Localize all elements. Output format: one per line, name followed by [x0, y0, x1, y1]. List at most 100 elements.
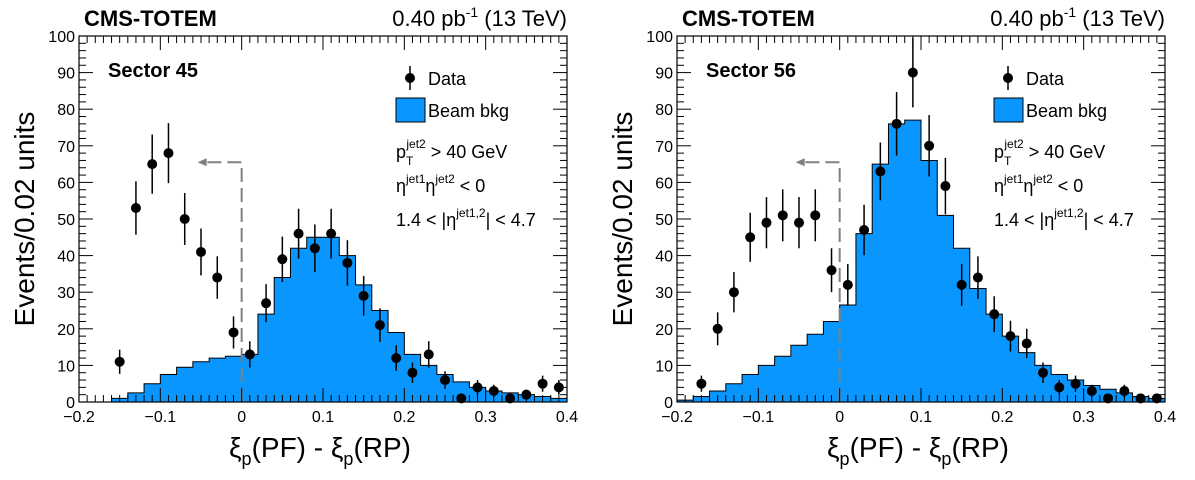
data-point: [1086, 386, 1097, 397]
data-point: [842, 279, 853, 290]
data-point: [293, 228, 304, 239]
y-tick-label: 60: [57, 175, 75, 192]
data-point: [114, 356, 125, 367]
y-tick-label: 10: [655, 358, 673, 375]
cut-pt-tail: > 40 GeV: [426, 142, 508, 162]
y-axis-title: Events/0.02 units: [607, 112, 638, 327]
data-points: [114, 123, 564, 404]
cut-arrow-icon: [197, 158, 207, 167]
y-tick-label: 100: [48, 29, 75, 46]
header-lumi-sup: -1: [466, 4, 479, 20]
x-tick-label: 0.1: [312, 409, 334, 426]
x-title-mid: (PF) -: [850, 432, 929, 463]
data-point: [1038, 367, 1048, 378]
data-points: [696, 37, 1162, 404]
cut-eta-range-tail: | < 4.7: [1084, 210, 1134, 230]
data-point: [391, 353, 402, 364]
data-point: [696, 378, 707, 389]
cut-pt-sup: jet2: [1003, 137, 1024, 151]
data-point: [147, 159, 158, 170]
y-axis: 0 10 20 30 40 50 60 70 80 90 100: [646, 29, 1165, 412]
x-title-tail: (RP): [353, 432, 411, 463]
data-point: [826, 265, 837, 276]
x-title-xi-1: ξ: [827, 432, 840, 463]
beam-bkg-histogram: [676, 119, 1166, 403]
panel-label: Sector 56: [706, 60, 796, 82]
data-point: [440, 375, 450, 386]
header-luminosity: 0.40 pb-1 (13 TeV): [990, 4, 1165, 31]
y-tick-label: 90: [57, 66, 75, 83]
cut-eta1-base: η: [994, 176, 1004, 196]
cut-eta2-base: η: [425, 176, 435, 196]
legend-bkg-swatch: [993, 97, 1024, 123]
data-point: [277, 254, 288, 265]
cut-arrow-icon: [795, 158, 805, 167]
x-tick-label: 0.2: [991, 409, 1013, 426]
data-point: [212, 272, 223, 283]
data-point: [907, 67, 918, 78]
data-point: [1119, 386, 1130, 397]
data-point: [875, 166, 886, 177]
data-point: [1021, 338, 1032, 349]
chart-panel-sector-56: 0 10 20 30 40 50 60 70 80 90 100 −0.2 −0.1 0 0.1 0.2 0.3…: [598, 0, 1195, 480]
data-point: [728, 287, 739, 298]
cut-pt-sub: T: [1004, 154, 1012, 168]
x-title-xi-2: ξ: [929, 432, 942, 463]
data-point: [940, 181, 951, 192]
legend-bkg-swatch: [395, 97, 426, 123]
cut-eta-range: 1.4 < |ηjet1,2| < 4.7: [396, 206, 536, 230]
cut-eta2-sup: jet2: [434, 172, 455, 186]
legend-data-label: Data: [428, 69, 467, 89]
data-point: [1005, 331, 1016, 342]
x-axis-title: ξp(PF) - ξp(RP): [229, 432, 411, 469]
data-point: [972, 272, 983, 283]
x-tick-label: 0.1: [910, 409, 932, 426]
x-title-sub-2: p: [941, 449, 951, 469]
x-tick-label: 0.4: [556, 409, 578, 426]
data-point: [1070, 378, 1081, 389]
x-tick-label: −0.1: [743, 409, 775, 426]
x-tick-label: 0.3: [1073, 409, 1095, 426]
cut-eta-range-head: 1.4 < |η: [396, 210, 456, 230]
x-tick-label: 0.3: [475, 409, 497, 426]
header-experiment: CMS-TOTEM: [682, 6, 815, 31]
beam-bkg-histogram: [79, 236, 568, 403]
y-tick-label: 90: [655, 66, 673, 83]
data-point: [179, 214, 190, 224]
cut-eta1-sup: jet1: [405, 172, 426, 186]
data-point: [553, 382, 564, 393]
data-point: [924, 140, 935, 151]
x-tick-label: 0.2: [393, 409, 415, 426]
data-point: [488, 386, 499, 397]
data-point: [859, 224, 870, 235]
x-tick-label: 0: [835, 409, 844, 426]
x-tick-label: 0.4: [1154, 409, 1176, 426]
y-tick-label: 80: [57, 102, 75, 119]
y-tick-label: 10: [57, 358, 75, 375]
data-point: [374, 320, 385, 331]
y-tick-label: 60: [655, 175, 673, 192]
y-tick-label: 50: [655, 212, 673, 229]
data-point: [228, 327, 239, 338]
header-lumi-sup: -1: [1064, 4, 1077, 20]
cut-pt-sup: jet2: [405, 137, 426, 151]
data-point: [537, 378, 548, 389]
data-point: [196, 246, 206, 257]
cut-pt-base: p: [994, 142, 1004, 162]
data-point: [472, 382, 483, 393]
data-point: [423, 349, 434, 360]
cut-eta-product: ηjet1ηjet2 < 0: [994, 172, 1083, 196]
cut-eta-range: 1.4 < |ηjet1,2| < 4.7: [994, 206, 1134, 230]
cut-eta-range-tail: | < 4.7: [486, 210, 536, 230]
data-point: [745, 232, 756, 243]
header-lumi-value: 0.40 pb: [392, 6, 465, 31]
cut-eta-range-head: 1.4 < |η: [994, 210, 1054, 230]
data-point: [794, 217, 804, 228]
y-tick-label: 100: [646, 29, 673, 46]
chart-svg-sector-45: 0 10 20 30 40 50 60 70 80 90 100 −0.2 −0.1 0 0.1 0.2 0.3…: [9, 4, 578, 469]
data-point: [891, 118, 902, 129]
chart-svg-sector-56: 0 10 20 30 40 50 60 70 80 90 100 −0.2 −0.1 0 0.1 0.2 0.3…: [607, 4, 1176, 469]
y-tick-label: 30: [57, 285, 75, 302]
legend-bkg-label: Beam bkg: [428, 101, 509, 121]
y-tick-label: 0: [664, 395, 673, 412]
